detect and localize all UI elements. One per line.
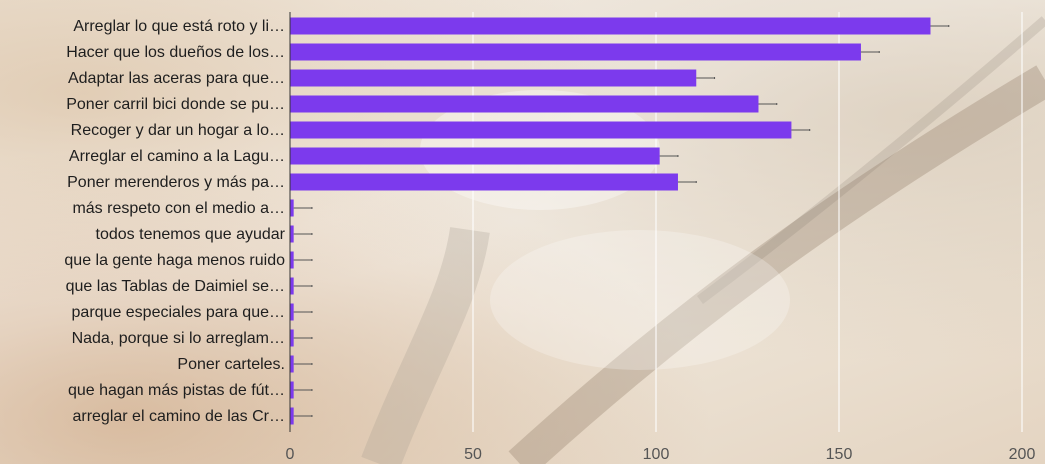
bar-10: [290, 277, 294, 295]
bar-15: [290, 407, 294, 425]
category-label-8: todos tenemos que ayudar: [96, 226, 286, 243]
category-label-2: Adaptar las aceras para que…: [68, 70, 285, 87]
x-tick-label-2: 100: [643, 446, 670, 463]
category-label-11: parque especiales para que…: [72, 304, 285, 321]
category-label-9: que la gente haga menos ruido: [64, 252, 285, 269]
bar-1: [290, 43, 861, 61]
category-label-1: Hacer que los dueños de los…: [66, 44, 285, 61]
x-tick-label-3: 150: [826, 446, 853, 463]
bar-4: [290, 121, 792, 139]
x-tick-label-0: 0: [286, 446, 295, 463]
category-label-13: Poner carteles.: [177, 356, 285, 373]
category-label-6: Poner merenderos y más pa…: [67, 174, 285, 191]
bar-3: [290, 95, 759, 113]
bar-6: [290, 173, 678, 191]
category-label-5: Arreglar el camino a la Lagu…: [69, 148, 285, 165]
bar-9: [290, 251, 294, 269]
category-label-15: arreglar el camino de las Cr…: [72, 408, 285, 425]
bar-12: [290, 329, 294, 347]
x-tick-label-1: 50: [464, 446, 482, 463]
bar-5: [290, 147, 660, 165]
category-label-10: que las Tablas de Daimiel se…: [66, 278, 285, 295]
category-label-0: Arreglar lo que está roto y li…: [73, 18, 285, 35]
category-label-4: Recoger y dar un hogar a lo…: [71, 122, 285, 139]
x-tick-label-4: 200: [1009, 446, 1036, 463]
bar-7: [290, 199, 294, 217]
bar-11: [290, 303, 294, 321]
category-label-3: Poner carril bici donde se pu…: [66, 96, 285, 113]
category-label-14: que hagan más pistas de fút…: [68, 382, 285, 399]
bar-14: [290, 381, 294, 399]
category-label-7: más respeto con el medio a…: [72, 200, 285, 217]
bar-8: [290, 225, 294, 243]
bar-13: [290, 355, 294, 373]
category-label-12: Nada, porque si lo arreglam…: [72, 330, 285, 347]
bar-0: [290, 17, 931, 35]
bar-2: [290, 69, 697, 87]
